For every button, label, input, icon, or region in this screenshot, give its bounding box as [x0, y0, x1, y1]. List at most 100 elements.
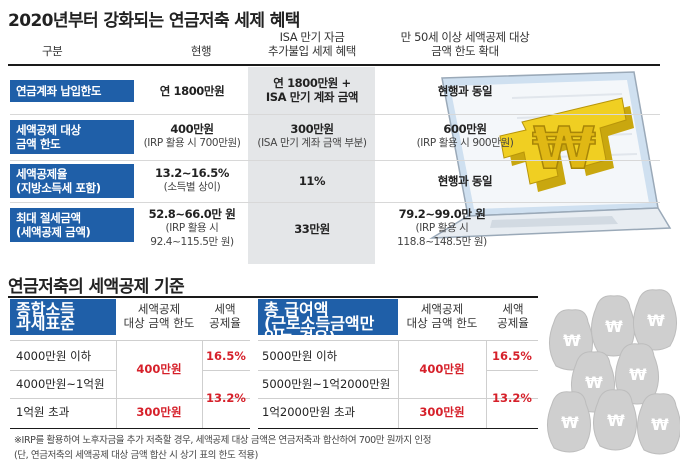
t1-header-category: 구분	[42, 44, 63, 58]
t1-r4-current-sub1: (IRP 활용 시	[165, 222, 219, 234]
t1-r4-50plus-sub2: 118.8~148.5만 원)	[397, 236, 487, 248]
t2-header-rate: 세액 공제율	[202, 302, 248, 330]
t1-r3-50plus: 현행과 동일	[380, 174, 550, 188]
t1-r3-label-line2: (지방소득세 포함)	[16, 181, 101, 195]
t2-row-sep-2	[10, 398, 250, 399]
t1-r4-50plus-main: 79.2~99.0만 원	[398, 207, 486, 221]
t1-r2-50plus-sub: (IRP 활용 시 900만원)	[416, 137, 514, 149]
t1-header-isa-line2: 추가불입 세제 혜택	[268, 44, 356, 58]
won-symbol-icon: ₩	[499, 97, 634, 192]
t2-rate-a: 16.5%	[206, 349, 246, 363]
t2-header-sep	[10, 340, 250, 341]
t1-row-label-rate: 세액공제율 (지방소득세 포함)	[10, 164, 134, 198]
t3-row-2: 5000만원~1억2000만원	[262, 377, 391, 391]
t1-r3-current-main: 13.2~16.5%	[155, 166, 229, 180]
t3-h2-line2: 공제율	[497, 316, 529, 330]
t2-top-rule	[8, 296, 538, 298]
t2-amount-a: 400만원	[136, 362, 182, 376]
t3-row-sep-1	[258, 370, 398, 371]
t1-r1-50plus: 현행과 동일	[380, 84, 550, 98]
t1-header-50plus-line1: 만 50세 이상 세액공제 대상	[400, 30, 530, 44]
t2-row-3: 1억원 초과	[16, 405, 70, 419]
money-bags-illustration: ₩ ₩ ₩ ₩ ₩ ₩ ₩ ₩	[547, 289, 680, 455]
t1-r2-isa: 300만원 (ISA 만기 계좌 금액 부분)	[248, 122, 376, 150]
t1-r1-current-main: 연 1800만원	[159, 84, 225, 98]
t3-rate-sep	[486, 370, 538, 371]
t1-r4-50plus-sub1: (IRP 활용 시	[415, 222, 469, 234]
page-title: 2020년부터 강화되는 연금저축 세제 혜택	[8, 11, 300, 31]
bag-won-glyph-2: ₩	[605, 317, 623, 336]
t1-header-isa-line1: ISA 만기 자금	[279, 30, 345, 44]
t2-h0-line1: 종합소득	[16, 300, 75, 319]
t1-header-divider	[8, 64, 660, 66]
t3-header-limit: 세액공제 대상 금액 한도	[400, 302, 484, 330]
t1-r4-isa: 33만원	[248, 222, 376, 236]
t1-r3-50plus-main: 현행과 동일	[437, 174, 493, 188]
t1-r2-isa-main: 300만원	[290, 122, 334, 136]
section2-title: 연금저축의 세액공제 기준	[8, 277, 185, 297]
t1-r2-isa-sub: (ISA 만기 계좌 금액 부분)	[257, 137, 367, 149]
t2-rate-sep	[202, 370, 250, 371]
laptop-won-illustration: ₩	[429, 71, 672, 239]
t1-r3-isa: 11%	[248, 174, 376, 188]
t2-bottom-rule	[10, 428, 250, 429]
footnote-line1: ※IRP를 활용하여 노후자금을 추가 저축할 경우, 세액공제 대상 금액은 …	[14, 435, 432, 446]
t3-amount-b: 300만원	[419, 405, 465, 419]
t1-r1-50plus-main: 현행과 동일	[437, 84, 493, 98]
t1-header-current: 현행	[190, 44, 212, 58]
t3-h2-line1: 세액	[502, 302, 524, 316]
t1-r4-isa-main: 33만원	[294, 222, 330, 236]
t1-r2-current-main: 400만원	[170, 122, 214, 136]
t1-r1-current: 연 1800만원	[140, 84, 244, 98]
t1-r2-50plus: 600만원 (IRP 활용 시 900만원)	[380, 122, 550, 150]
t3-header-salary: 총 급여액 (근로소득금액만 있는 경우)	[258, 299, 398, 346]
t3-bottom-rule	[258, 428, 538, 429]
t1-r2-50plus-main: 600만원	[443, 122, 487, 136]
t1-r2-current-sub: (IRP 활용 시 700만원)	[143, 137, 241, 149]
t1-r3-isa-main: 11%	[298, 174, 326, 188]
t2-vsep-2	[202, 340, 203, 428]
bag-won-glyph-7: ₩	[607, 411, 625, 430]
t1-row-label-deduction-limit: 세액공제 대상 금액 한도	[10, 120, 134, 154]
t1-row-sep-2	[10, 160, 660, 161]
t1-r1-isa: 연 1800만원 + ISA 만기 계좌 금액	[250, 76, 374, 104]
t1-r1-isa-main: 연 1800만원 +	[273, 76, 351, 90]
t3-h1-line2: 대상 금액 한도	[406, 316, 478, 330]
t1-r4-current: 52.8~66.0만 원 (IRP 활용 시 92.4~115.5만 원)	[134, 207, 250, 249]
t1-r1-isa-sub: ISA 만기 계좌 금액	[265, 90, 359, 104]
t1-header-isa: ISA 만기 자금 추가불입 세제 혜택	[250, 30, 374, 58]
t3-rate-a: 16.5%	[492, 349, 532, 363]
t2-row-sep-1	[10, 370, 116, 371]
t1-r2-label-line2: 금액 한도	[16, 137, 61, 151]
t1-r4-current-main: 52.8~66.0만 원	[148, 207, 236, 221]
t3-vsep-2	[486, 340, 487, 428]
t1-r3-current: 13.2~16.5% (소득별 상이)	[134, 166, 250, 194]
t3-h0-line2: (근로소득금액만 있는 경우)	[264, 314, 375, 347]
t1-r4-current-sub2: 92.4~115.5만 원)	[150, 236, 234, 248]
t3-row-3: 1억2000만원 초과	[262, 405, 356, 419]
t3-h0-line1: 총 급여액	[264, 300, 329, 319]
t2-h1-line2: 대상 금액 한도	[123, 316, 195, 330]
t1-row-label-limit: 연금계좌 납입한도	[10, 80, 134, 102]
bag-won-glyph-4: ₩	[585, 373, 603, 392]
t3-rate-b: 13.2%	[492, 391, 532, 405]
t2-amount-b: 300만원	[136, 405, 182, 419]
t3-h1-line1: 세액공제	[420, 302, 464, 316]
t1-r3-current-sub: (소득별 상이)	[163, 181, 221, 193]
isa-column-bg	[248, 67, 375, 264]
money-bag-icon	[547, 289, 680, 455]
t1-r2-label-line1: 세액공제 대상	[16, 123, 81, 137]
t2-h0-line2: 과세표준	[16, 314, 75, 333]
bag-won-glyph-5: ₩	[629, 365, 647, 384]
t3-vsep-1	[398, 340, 399, 428]
t2-header-limit: 세액공제 대상 금액 한도	[116, 302, 202, 330]
t1-r2-current: 400만원 (IRP 활용 시 700만원)	[134, 122, 250, 150]
bag-won-glyph-3: ₩	[647, 311, 665, 330]
t3-row-sep-2	[258, 398, 538, 399]
t1-header-50plus: 만 50세 이상 세액공제 대상 금액 한도 확대	[380, 30, 550, 58]
t1-row-sep-3	[10, 202, 660, 203]
t2-h2-line1: 세액	[214, 302, 236, 316]
footnote-line2: (단, 연금저축의 세액공제 대상 금액 합산 시 상기 표의 한도 적용)	[14, 450, 258, 461]
t1-row-sep-1	[10, 114, 660, 115]
